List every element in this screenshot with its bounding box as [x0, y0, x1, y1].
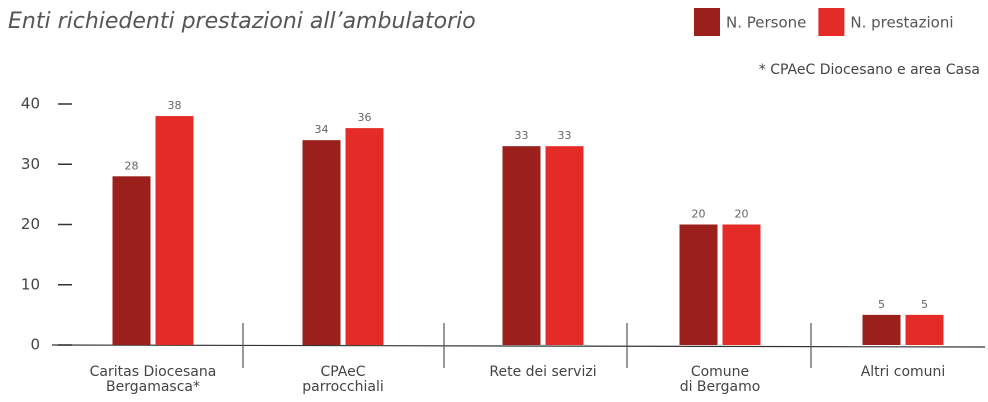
chart-title: Enti richiedenti prestazioni all’ambulat… — [8, 9, 476, 34]
x-tick-label: Rete dei servizi — [489, 364, 596, 380]
x-tick-label: Altri comuni — [861, 364, 946, 380]
bar — [905, 314, 944, 345]
y-tick-label: 10 — [21, 275, 40, 293]
y-tick-label: 0 — [30, 336, 40, 354]
bar — [345, 128, 384, 345]
value-label: 34 — [315, 123, 329, 136]
legend-label: N. Persone — [726, 14, 806, 32]
y-tick-label: 40 — [21, 95, 40, 113]
value-label: 20 — [692, 208, 706, 221]
y-tick-label: 20 — [21, 215, 40, 233]
bar — [155, 116, 194, 345]
bar — [112, 176, 151, 345]
legend-swatch — [818, 8, 845, 36]
value-label: 28 — [125, 159, 139, 172]
bar — [722, 224, 761, 345]
x-tick-label: Comune di Bergamo — [680, 364, 761, 395]
value-label: 5 — [878, 298, 885, 311]
x-tick-label: Caritas Diocesana Bergamasca* — [90, 364, 217, 395]
y-tick-label: 30 — [21, 155, 40, 173]
value-label: 20 — [735, 208, 749, 221]
bar — [502, 146, 541, 345]
value-label: 33 — [515, 129, 529, 142]
legend-swatch — [694, 8, 720, 36]
bar — [862, 314, 901, 345]
x-axis — [51, 344, 986, 348]
note: * CPAeC Diocesano e area Casa — [759, 62, 980, 78]
x-tick-label: CPAeC parrocchiali — [302, 364, 384, 395]
bar — [545, 146, 584, 345]
value-label: 36 — [358, 111, 372, 124]
bar — [679, 224, 718, 345]
value-label: 33 — [558, 129, 572, 142]
legend-label: N. prestazioni — [850, 14, 953, 32]
bar — [302, 140, 341, 345]
value-label: 38 — [168, 99, 182, 112]
value-label: 5 — [921, 298, 928, 311]
